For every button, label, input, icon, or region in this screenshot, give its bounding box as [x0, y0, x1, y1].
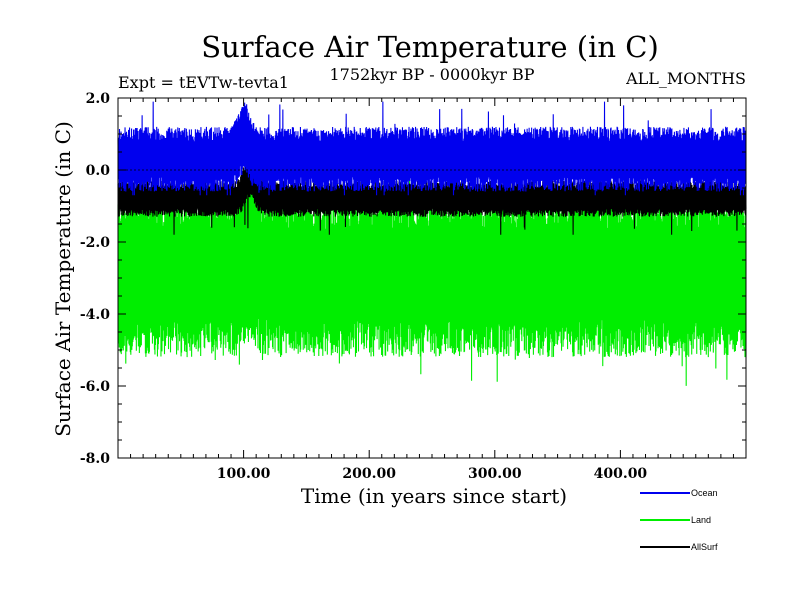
chart-subtitle-right: ALL_MONTHS: [625, 69, 746, 88]
legend-label-ocean: Ocean: [691, 488, 718, 498]
chart-title: Surface Air Temperature (in C): [201, 30, 659, 64]
series-line-ocean: [117, 101, 747, 196]
axes: 100.00 200.00 300.00 400.00 2.0 0.0 -2.0 -4.0 -6…: [80, 91, 747, 482]
x-tick-label: 400.00: [594, 466, 648, 482]
x-tick-label: 100.00: [217, 466, 271, 482]
x-axis-label: Time (in years since start): [301, 484, 567, 508]
series-line-land: [117, 162, 747, 386]
y-tick-label: 0.0: [86, 163, 111, 179]
x-tick-label: 200.00: [342, 466, 396, 482]
legend: Ocean Land AllSurf: [640, 488, 718, 552]
y-tick-label: -4.0: [80, 307, 110, 323]
y-tick-label: 2.0: [86, 91, 111, 107]
y-tick-label: -2.0: [80, 235, 110, 251]
y-tick-label: -6.0: [80, 379, 110, 395]
legend-label-land: Land: [691, 515, 711, 525]
legend-label-allsurf: AllSurf: [691, 542, 718, 552]
series-line-allsurf: [117, 166, 747, 235]
y-tick-label: -8.0: [80, 451, 110, 467]
x-tick-label: 300.00: [468, 466, 522, 482]
chart-subtitle-center: 1752kyr BP - 0000kyr BP: [330, 65, 535, 84]
y-axis-label: Surface Air Temperature (in C): [51, 121, 75, 437]
plot-area: [117, 101, 747, 386]
chart-subtitle-left: Expt = tEVTw-tevta1: [118, 73, 289, 92]
